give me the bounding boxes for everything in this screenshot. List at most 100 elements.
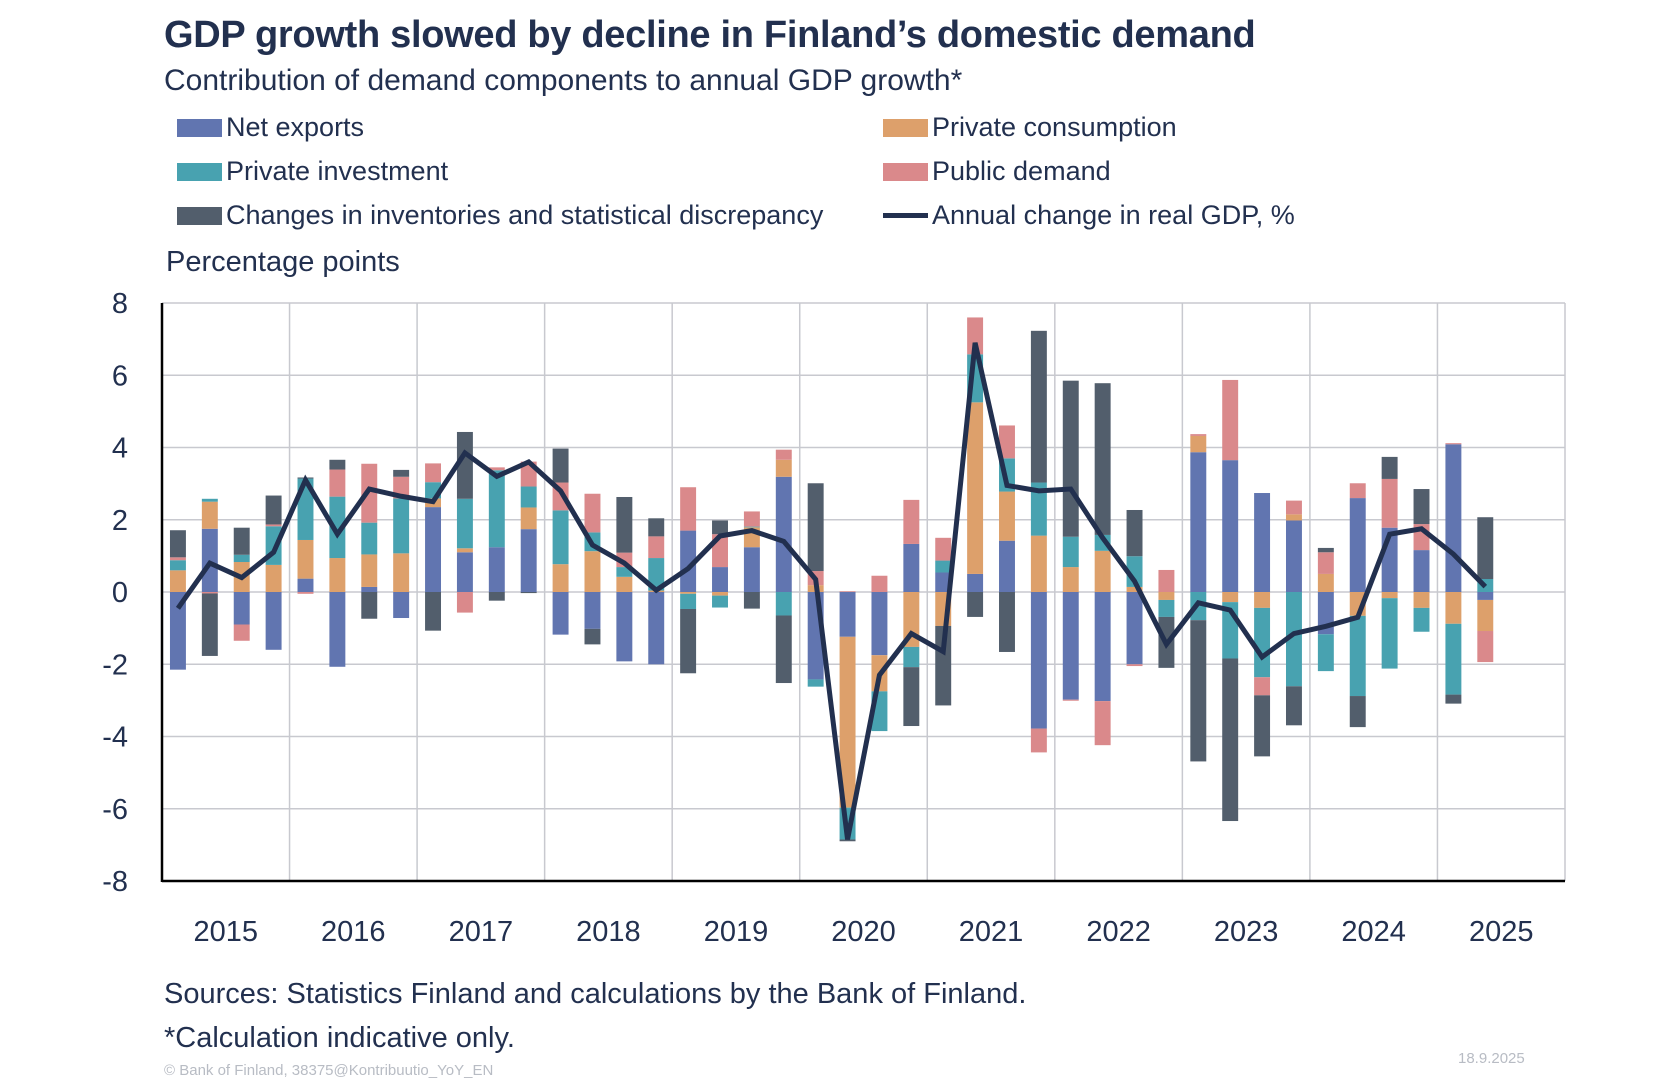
- bar-inventories: [488, 592, 505, 601]
- bar-public-demand: [680, 487, 697, 531]
- bar-public-demand: [584, 493, 601, 533]
- bar-private-consumption: [456, 548, 473, 553]
- bar-private-consumption: [1254, 592, 1271, 608]
- bar-private-consumption: [1094, 550, 1111, 592]
- bar-private-investment: [361, 522, 378, 555]
- gdp-line: [175, 342, 1488, 840]
- bar-private-investment: [807, 679, 824, 687]
- bar-public-demand: [329, 469, 346, 497]
- bar-inventories: [265, 495, 282, 525]
- bar-inventories: [807, 483, 824, 572]
- bar-inventories: [839, 839, 856, 842]
- bar-private-investment: [201, 498, 218, 502]
- legend-swatch-inventories: [177, 206, 222, 225]
- bar-inventories: [743, 592, 760, 609]
- bar-public-demand: [1317, 552, 1334, 574]
- bar-net-exports: [1413, 550, 1430, 592]
- bar-inventories: [1254, 695, 1271, 757]
- x-tick-label: 2020: [831, 916, 896, 948]
- legend-swatch-gdp-line: [883, 213, 928, 218]
- bar-private-consumption: [584, 551, 601, 592]
- bar-private-investment: [456, 498, 473, 549]
- bar-private-investment: [743, 526, 760, 528]
- bar-private-consumption: [1381, 592, 1398, 599]
- bar-private-consumption: [999, 491, 1015, 541]
- bar-private-investment: [712, 595, 728, 608]
- bar-inventories: [1381, 456, 1398, 479]
- bar-net-exports: [1254, 493, 1271, 592]
- legend-item-private-consumption: Private consumption: [883, 112, 1177, 143]
- bar-net-exports: [329, 592, 346, 667]
- bar-private-consumption: [712, 592, 728, 596]
- bar-private-investment: [393, 498, 410, 554]
- bar-public-demand: [1094, 701, 1111, 746]
- bar-public-demand: [201, 592, 218, 594]
- bar-private-investment: [1158, 599, 1175, 617]
- legend-label-private-consumption: Private consumption: [932, 112, 1177, 142]
- bar-public-demand: [1030, 728, 1047, 753]
- bar-private-consumption: [1062, 567, 1079, 592]
- bar-inventories: [201, 593, 218, 656]
- bar-net-exports: [871, 592, 888, 656]
- bar-net-exports: [775, 476, 792, 592]
- bar-inventories: [1285, 686, 1302, 726]
- bar-public-demand: [935, 537, 952, 561]
- bar-public-demand: [743, 511, 760, 527]
- bar-private-investment: [616, 567, 633, 577]
- bar-net-exports: [456, 552, 473, 592]
- bar-public-demand: [839, 591, 856, 592]
- bar-net-exports: [839, 592, 856, 637]
- bar-private-consumption: [169, 570, 186, 592]
- legend-label-inventories: Changes in inventories and statistical d…: [226, 200, 824, 230]
- bar-net-exports: [552, 592, 569, 635]
- bar-inventories: [456, 431, 473, 499]
- bar-private-consumption: [1190, 435, 1207, 453]
- bar-net-exports: [1030, 592, 1047, 729]
- bar-private-consumption: [839, 636, 856, 808]
- legend-item-net-exports: Net exports: [177, 112, 364, 143]
- bar-public-demand: [1254, 677, 1271, 696]
- bar-private-investment: [1381, 598, 1398, 669]
- bar-net-exports: [935, 572, 952, 592]
- bar-private-investment: [552, 510, 569, 565]
- bar-private-consumption: [1285, 514, 1302, 521]
- bar-public-demand: [648, 536, 665, 559]
- y-tick-label: 8: [112, 288, 128, 320]
- bar-public-demand: [1222, 379, 1239, 461]
- bar-public-demand: [999, 425, 1015, 459]
- bar-private-investment: [329, 496, 346, 559]
- bar-net-exports: [297, 578, 314, 592]
- bar-inventories: [425, 592, 442, 631]
- bar-private-consumption: [967, 402, 984, 574]
- x-tick-label: 2018: [576, 916, 641, 948]
- bar-net-exports: [425, 507, 442, 592]
- bar-public-demand: [169, 557, 186, 561]
- bar-inventories: [1030, 330, 1047, 483]
- bar-private-consumption: [552, 564, 569, 592]
- y-tick-label: 0: [112, 577, 128, 609]
- legend-label-public-demand: Public demand: [932, 156, 1111, 186]
- bar-inventories: [680, 608, 697, 674]
- bar-public-demand: [297, 592, 314, 594]
- bar-public-demand: [1126, 664, 1143, 667]
- bar-inventories: [1126, 509, 1143, 557]
- bar-net-exports: [616, 592, 633, 662]
- bar-private-consumption: [265, 564, 282, 592]
- bar-private-investment: [1062, 536, 1079, 568]
- x-tick-label: 2017: [449, 916, 514, 948]
- publish-date: 18.9.2025: [1458, 1050, 1525, 1067]
- bar-net-exports: [967, 573, 984, 592]
- bar-net-exports: [903, 543, 920, 592]
- legend-item-inventories: Changes in inventories and statistical d…: [177, 200, 823, 231]
- bar-inventories: [616, 496, 633, 553]
- footnote: *Calculation indicative only.: [164, 1022, 515, 1054]
- bar-public-demand: [775, 449, 792, 460]
- bar-private-consumption: [775, 459, 792, 477]
- bar-private-investment: [680, 593, 697, 609]
- bar-public-demand: [425, 463, 442, 483]
- bar-private-consumption: [1413, 592, 1430, 608]
- bar-private-investment: [1030, 482, 1047, 536]
- bar-private-consumption: [1158, 592, 1175, 600]
- legend-label-private-investment: Private investment: [226, 156, 449, 186]
